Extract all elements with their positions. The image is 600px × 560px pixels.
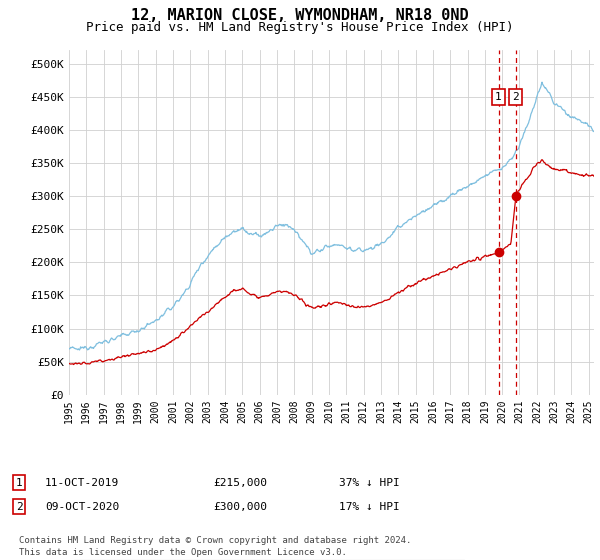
Text: 37% ↓ HPI: 37% ↓ HPI	[339, 478, 400, 488]
Text: 09-OCT-2020: 09-OCT-2020	[45, 502, 119, 512]
Text: 2: 2	[16, 502, 23, 512]
Text: 1: 1	[495, 92, 502, 102]
Text: £300,000: £300,000	[213, 502, 267, 512]
Text: £215,000: £215,000	[213, 478, 267, 488]
Text: 12, MARION CLOSE, WYMONDHAM, NR18 0ND: 12, MARION CLOSE, WYMONDHAM, NR18 0ND	[131, 8, 469, 24]
Text: 2: 2	[512, 92, 519, 102]
Text: 11-OCT-2019: 11-OCT-2019	[45, 478, 119, 488]
Text: 1: 1	[16, 478, 23, 488]
Text: 17% ↓ HPI: 17% ↓ HPI	[339, 502, 400, 512]
Text: Contains HM Land Registry data © Crown copyright and database right 2024.
This d: Contains HM Land Registry data © Crown c…	[19, 536, 412, 557]
Text: Price paid vs. HM Land Registry's House Price Index (HPI): Price paid vs. HM Land Registry's House …	[86, 21, 514, 34]
